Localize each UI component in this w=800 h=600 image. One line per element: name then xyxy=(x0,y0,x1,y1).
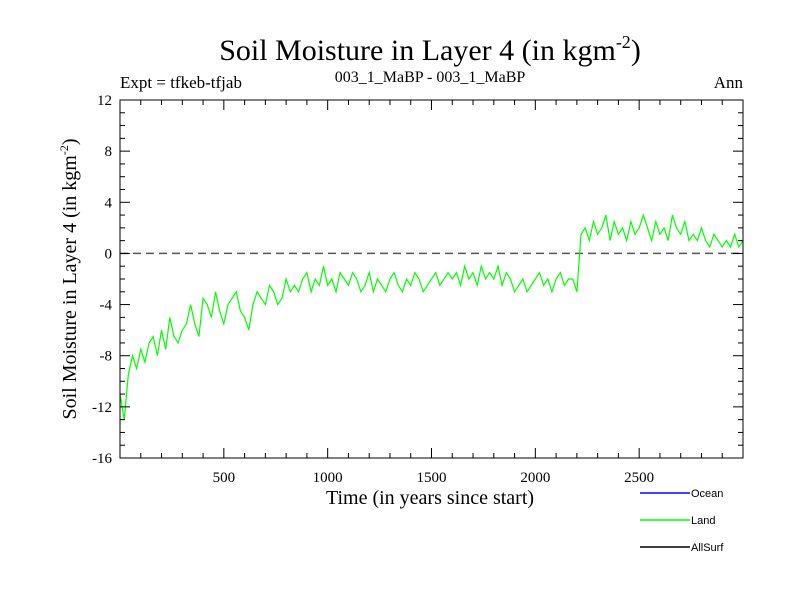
legend: Ocean Land AllSurf xyxy=(640,488,724,554)
x-tick-label: 2500 xyxy=(624,470,654,486)
chart-title-close: ) xyxy=(631,34,641,67)
x-tick-label: 2000 xyxy=(520,470,550,486)
experiment-label: Expt = tfkeb-tfjab xyxy=(120,73,242,92)
legend-label-ocean: Ocean xyxy=(691,488,723,500)
chart-title: Soil Moisture in Layer 4 (in kgm-2) xyxy=(219,32,641,67)
series-line-land xyxy=(119,213,744,420)
x-axis-label: Time (in years since start) xyxy=(326,487,534,509)
x-tick-label: 1500 xyxy=(417,470,447,486)
y-tick-label: -12 xyxy=(92,400,112,416)
y-axis-label: Soil Moisture in Layer 4 (in kgm-2) xyxy=(57,138,81,419)
legend-label-allsurf: AllSurf xyxy=(691,542,724,554)
period-label: 003_1_MaBP - 003_1_MaBP xyxy=(335,69,526,86)
plot-area xyxy=(119,213,744,420)
y-tick-label: 8 xyxy=(105,144,113,160)
chart-title-sup: -2 xyxy=(616,32,631,52)
legend-label-land: Land xyxy=(691,515,715,527)
y-tick-label: -8 xyxy=(100,349,113,365)
y-tick-label: -4 xyxy=(100,298,113,314)
y-axis-label-sup: -2 xyxy=(57,145,71,155)
season-label: Ann xyxy=(714,73,744,92)
x-tick-label: 1000 xyxy=(313,470,343,486)
x-tick-label: 500 xyxy=(213,470,236,486)
y-tick-label: 0 xyxy=(105,246,113,262)
axis-ticks: 500 1000 1500 2000 2500 12 8 4 0 -4 -8 -12 -16 xyxy=(92,93,744,486)
y-tick-label: -16 xyxy=(92,451,112,467)
y-tick-label: 12 xyxy=(97,93,112,109)
y-tick-label: 4 xyxy=(105,195,113,211)
y-axis-label-close: ) xyxy=(59,138,81,145)
